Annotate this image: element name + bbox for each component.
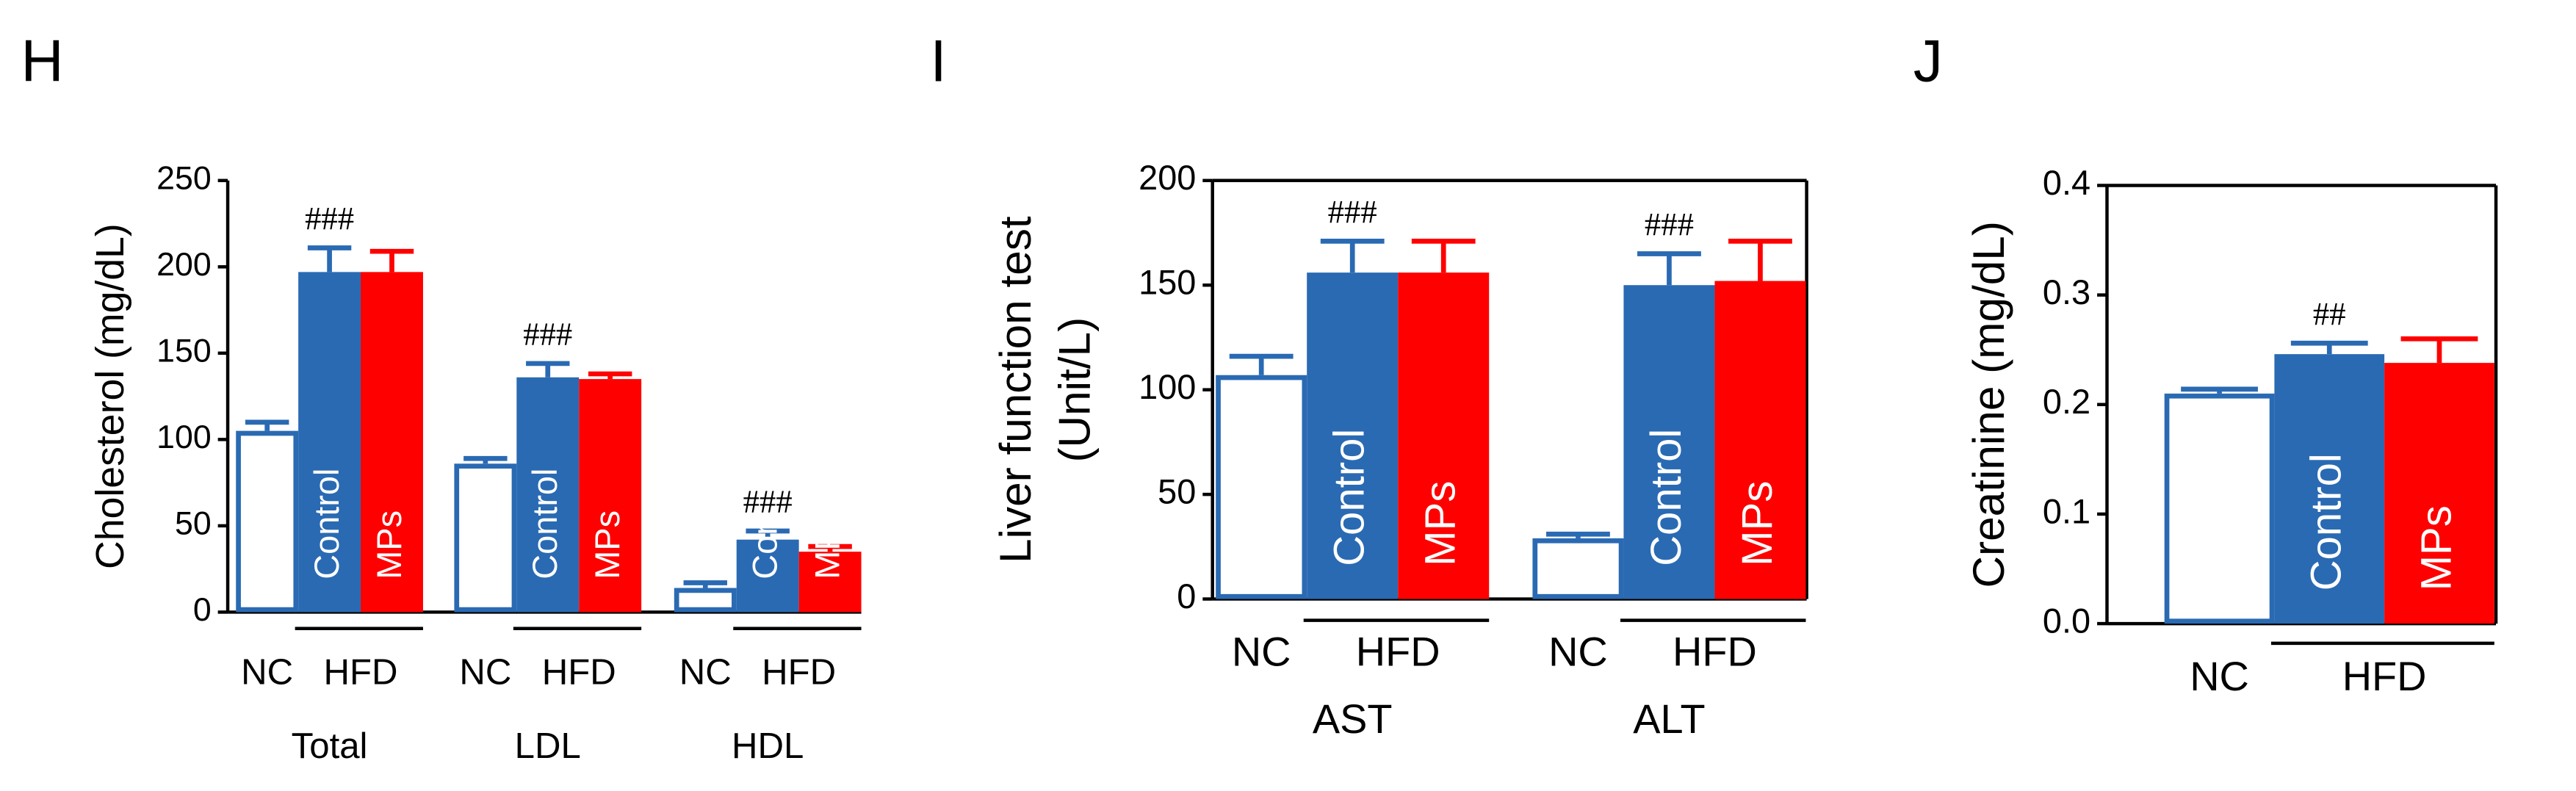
- bar-label: MPs: [1417, 481, 1465, 566]
- bar: [454, 463, 517, 613]
- annotation: ###: [523, 315, 572, 352]
- group-label: HFD: [1673, 628, 1757, 674]
- y-tick-label: 200: [156, 247, 212, 283]
- y-tick-label: 0.2: [2043, 383, 2090, 421]
- category-label: HDL: [732, 726, 804, 766]
- x-tick-label: NC: [679, 652, 732, 692]
- x-tick-label: NC: [459, 652, 511, 692]
- bar: [674, 588, 737, 613]
- annotation: ###: [1645, 206, 1694, 242]
- y-tick-label: 150: [156, 333, 212, 369]
- annotation: ###: [743, 483, 793, 519]
- bar: [579, 379, 642, 613]
- bar-label: Control: [526, 469, 564, 579]
- bar: [361, 272, 423, 613]
- y-axis-label: Liver function test: [990, 216, 1040, 563]
- y-tick-label: 0.0: [2043, 602, 2090, 640]
- y-tick-label: 50: [175, 506, 212, 542]
- group-label: HFD: [1356, 628, 1440, 674]
- bar: [1532, 538, 1624, 599]
- bar: [236, 430, 299, 613]
- bar-label: MPs: [370, 510, 408, 579]
- bar: [736, 539, 799, 613]
- y-tick-label: 0: [1177, 577, 1196, 615]
- bar: [1216, 375, 1307, 599]
- y-tick-label: 100: [1139, 368, 1196, 406]
- bar: [2164, 393, 2275, 624]
- y-axis-label: Cholesterol (mg/dL): [88, 223, 132, 569]
- y-tick-label: 200: [1139, 159, 1196, 197]
- bar: [1714, 281, 1806, 599]
- y-tick-label: 100: [156, 419, 212, 455]
- y-tick-label: 250: [156, 161, 212, 197]
- bar-label: Control: [1642, 429, 1690, 566]
- y-axis-label: (Unit/L): [1049, 317, 1099, 463]
- bar-label: MPs: [2412, 505, 2460, 590]
- annotation: ###: [305, 200, 354, 236]
- bar: [2384, 363, 2494, 624]
- y-tick-label: 0: [193, 592, 212, 628]
- category-label: Total: [292, 726, 368, 766]
- category-label: LDL: [515, 726, 581, 766]
- y-tick-label: 0.1: [2043, 492, 2090, 530]
- bar-label: Control: [1326, 429, 1374, 566]
- bar: [516, 377, 580, 613]
- y-tick-label: 150: [1139, 264, 1196, 302]
- bar: [1398, 272, 1490, 599]
- bar-label: Control: [2303, 453, 2350, 590]
- x-tick-label: NC: [1548, 628, 1608, 674]
- panel-label: I: [930, 29, 946, 95]
- y-tick-label: 0.4: [2043, 164, 2090, 202]
- group-label: HFD: [324, 652, 398, 692]
- bar-label: MPs: [1733, 481, 1781, 566]
- panel-label: J: [1913, 29, 1943, 95]
- bar: [798, 552, 862, 613]
- y-tick-label: 0.3: [2043, 273, 2090, 311]
- bar-label: MPs: [588, 510, 627, 579]
- group-label: HFD: [542, 652, 616, 692]
- x-tick-label: NC: [2190, 653, 2249, 699]
- bar: [2274, 354, 2385, 624]
- category-label: AST: [1313, 696, 1393, 742]
- bar-label: MP: [808, 527, 846, 579]
- group-label: HFD: [762, 652, 836, 692]
- category-label: ALT: [1633, 696, 1705, 742]
- bar: [298, 272, 361, 613]
- annotation: ###: [1328, 193, 1377, 230]
- x-tick-label: NC: [241, 652, 293, 692]
- x-tick-label: NC: [1232, 628, 1291, 674]
- bar-label: Con: [746, 516, 784, 579]
- y-axis-label: Creatinine (mg/dL): [1963, 221, 2013, 588]
- annotation: ##: [2313, 295, 2346, 332]
- group-label: HFD: [2342, 653, 2427, 699]
- bar: [1623, 285, 1715, 599]
- y-tick-label: 50: [1158, 473, 1196, 511]
- panel-label: H: [21, 29, 64, 95]
- bar: [1307, 272, 1399, 599]
- bar-label: Control: [308, 469, 346, 579]
